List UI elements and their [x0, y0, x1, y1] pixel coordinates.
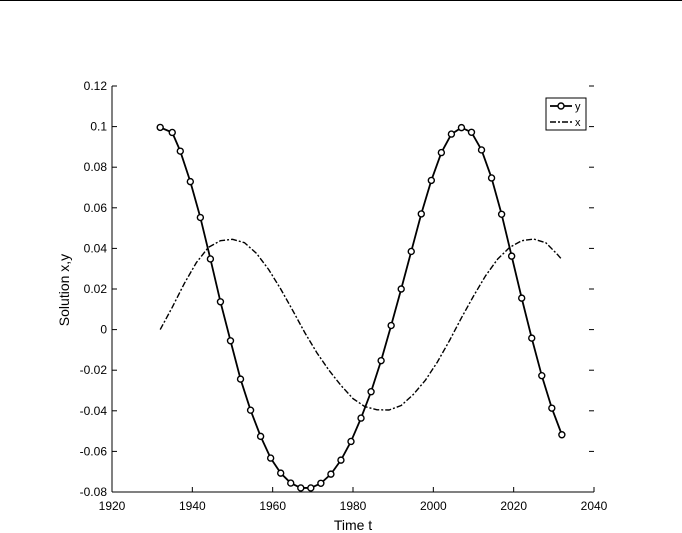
data-point-y	[387, 321, 395, 330]
x-tick-label: 2040	[581, 499, 608, 513]
y-tick-label: -0.04	[80, 404, 108, 418]
chart-series-layer	[156, 123, 566, 492]
y-tick-label: -0.02	[80, 363, 108, 377]
x-tick-label: 1940	[179, 499, 206, 513]
legend-box	[545, 97, 587, 131]
data-point-y	[256, 432, 265, 441]
data-point-y	[558, 431, 566, 439]
top-border-line	[0, 0, 682, 1]
y-tick-label: 0.12	[84, 79, 108, 93]
data-point-y	[297, 484, 305, 492]
data-point-y	[186, 177, 195, 186]
y-tick-label: -0.08	[80, 485, 108, 499]
data-point-y	[377, 356, 385, 365]
data-point-y	[477, 146, 486, 154]
data-point-y	[528, 334, 536, 342]
data-point-y	[307, 484, 315, 492]
legend-marker-y	[557, 102, 565, 110]
legend-label-y: y	[575, 101, 581, 113]
data-point-y	[246, 406, 255, 414]
x-tick-label: 1980	[340, 499, 367, 513]
data-point-y	[548, 404, 556, 412]
data-point-y	[538, 371, 546, 380]
data-point-y	[347, 437, 355, 446]
data-point-y	[226, 337, 235, 345]
x-tick-label: 1920	[99, 499, 126, 513]
y-tick-label: 0.1	[90, 120, 107, 134]
data-point-y	[467, 128, 476, 136]
data-point-y	[407, 247, 415, 256]
y-axis-label: Solution x,y	[56, 254, 72, 326]
data-point-y	[397, 285, 405, 293]
data-point-y	[168, 128, 176, 137]
data-point-y	[327, 470, 335, 478]
data-point-y	[156, 123, 164, 132]
x-tick-label: 1960	[259, 499, 286, 513]
chart-legend: y x	[545, 97, 587, 131]
series-line-x	[159, 238, 563, 411]
data-point-y	[447, 130, 456, 138]
data-point-y	[518, 294, 526, 302]
y-tick-label: 0.06	[84, 201, 108, 215]
y-tick-label: 0.02	[84, 282, 108, 296]
y-tick-label: 0.04	[84, 241, 108, 255]
data-point-y	[427, 176, 436, 185]
data-point-y	[457, 123, 466, 132]
data-point-y	[357, 414, 365, 422]
data-point-y	[367, 388, 375, 396]
data-point-y	[437, 148, 446, 157]
data-point-y	[176, 147, 184, 155]
data-point-y	[216, 298, 225, 306]
data-point-y	[196, 213, 205, 222]
data-point-y	[266, 454, 275, 462]
y-tick-label: 0	[100, 323, 107, 337]
series-line-y	[159, 126, 563, 489]
data-point-y	[507, 252, 516, 260]
y-tick-label: -0.06	[80, 444, 108, 458]
x-axis-label: Time t	[334, 517, 372, 533]
y-tick-label: 0.08	[84, 160, 108, 174]
legend-label-x: x	[575, 117, 581, 129]
data-point-y	[277, 469, 285, 477]
x-tick-label: 2000	[420, 499, 447, 513]
x-tick-label: 2020	[500, 499, 527, 513]
data-point-y	[317, 479, 325, 487]
data-point-y	[487, 174, 496, 182]
data-point-y	[497, 210, 506, 218]
data-point-y	[206, 255, 215, 263]
data-point-y	[236, 375, 245, 383]
data-point-y	[287, 479, 295, 487]
data-point-y	[417, 210, 425, 218]
chart-axes: -0.08 -0.06 -0.04 -0.02 0 0.02 0.04 0.06 0.08 0.1…	[80, 79, 608, 513]
data-point-y	[337, 456, 345, 464]
